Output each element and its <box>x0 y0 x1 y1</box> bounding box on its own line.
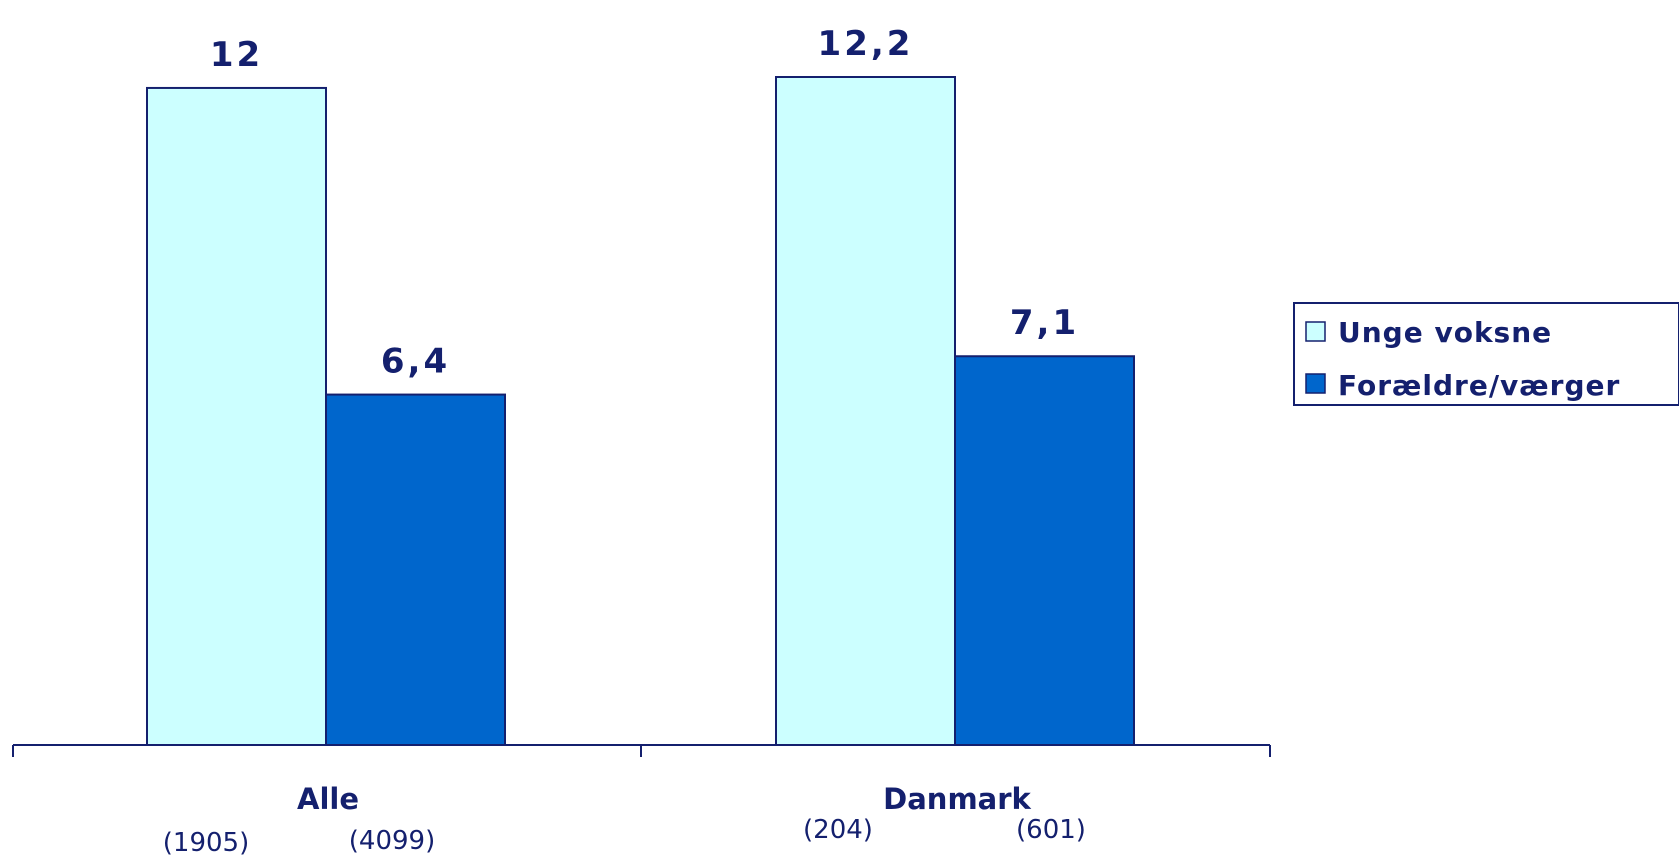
sample-count-label: (601) <box>1016 815 1086 845</box>
category-label-danmark: Danmark <box>883 782 1031 816</box>
value-label: 12 <box>210 35 263 75</box>
bar-alle-series-1 <box>325 393 506 746</box>
legend-swatch-foraeldre-vaerger <box>1305 373 1326 394</box>
sample-count-label: (1905) <box>163 828 249 858</box>
value-label: 7,1 <box>1010 303 1079 343</box>
bar-danmark-series-1 <box>954 355 1135 746</box>
legend-box <box>1293 302 1679 406</box>
legend-label-unge-voksne: Unge voksne <box>1338 316 1552 349</box>
bar-danmark-series-0 <box>775 76 956 746</box>
bar-alle-series-0 <box>146 86 327 747</box>
value-label: 6,4 <box>381 342 450 382</box>
legend-swatch-unge-voksne <box>1305 321 1326 342</box>
category-label-alle: Alle <box>297 782 359 816</box>
legend: Unge voksne Forældre/værger <box>1293 302 1679 406</box>
value-labels-group: 12 6,4 12,2 7,1 <box>210 24 1079 382</box>
category-labels-group: Alle Danmark (1905) (4099) (204) (601) <box>163 782 1086 858</box>
value-label: 12,2 <box>818 24 914 64</box>
sample-count-label: (4099) <box>349 826 435 856</box>
sample-count-label: (204) <box>803 815 873 845</box>
x-axis <box>12 744 1271 757</box>
legend-label-foraeldre-vaerger: Forældre/værger <box>1338 369 1620 402</box>
bars-group <box>146 76 1135 747</box>
